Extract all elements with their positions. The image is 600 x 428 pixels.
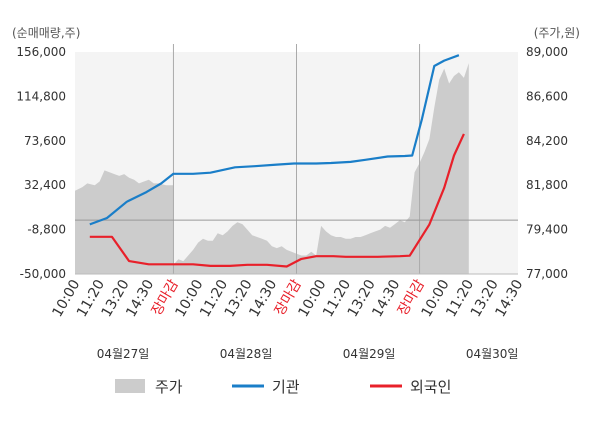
right-y-tick-label: 77,000 (526, 267, 568, 281)
legend-swatch-price (115, 379, 145, 393)
date-label: 04월30일 (466, 347, 519, 361)
left-y-tick-label: 32,400 (24, 178, 66, 192)
date-label: 04월27일 (97, 347, 150, 361)
left-y-tick-label: 73,600 (24, 134, 66, 148)
left-y-tick-label: 114,800 (16, 89, 66, 103)
legend: 주가 기관 외국인 (115, 378, 451, 396)
date-label: 04월29일 (343, 347, 396, 361)
grid-layer (75, 44, 518, 275)
legend-label: 주가 (155, 378, 183, 396)
price-area-layer (75, 63, 469, 274)
right-y-tick-label: 89,000 (526, 45, 568, 59)
left-axis-unit-label: (순매매량,주) (12, 26, 80, 40)
date-label: 04월28일 (220, 347, 273, 361)
series-line-foreigner (89, 133, 465, 268)
left-y-tick-label: -8,800 (27, 223, 66, 237)
x-ticks: 10:0011:2013:2014:30장마감10:0011:2013:2014… (49, 277, 526, 320)
left-y-tick-label: 156,000 (16, 45, 66, 59)
date-labels: 04월27일 04월28일 04월29일 04월30일 (97, 347, 519, 361)
right-y-tick-label: 84,200 (526, 134, 568, 148)
left-y-tick-label: -50,000 (20, 267, 66, 281)
series-area-price (75, 63, 469, 274)
legend-label: 외국인 (410, 378, 451, 396)
right-axis-unit-label: (주가,원) (534, 26, 580, 40)
legend-label: 기관 (272, 378, 300, 396)
right-y-tick-label: 79,400 (526, 223, 568, 237)
series-line-institution (89, 54, 460, 226)
right-y-tick-label: 86,600 (526, 89, 568, 103)
right-y-tick-label: 81,800 (526, 178, 568, 192)
right-y-ticks: 89,000 86,600 84,200 81,800 79,400 77,000 (526, 45, 568, 281)
left-y-ticks: 156,000 114,800 73,600 32,400 -8,800 -50,000 (16, 45, 66, 281)
series-line-layer (89, 54, 465, 268)
